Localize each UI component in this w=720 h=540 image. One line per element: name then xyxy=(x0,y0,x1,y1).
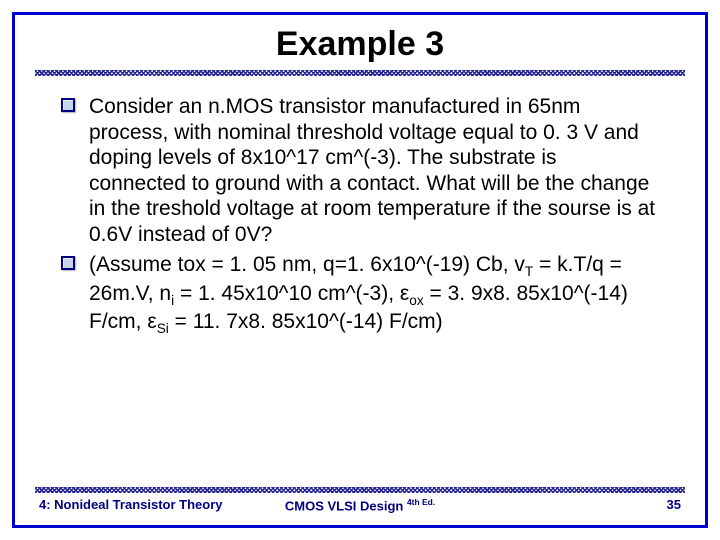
footer-chapter: 4: Nonideal Transistor Theory xyxy=(39,497,253,512)
slide-footer: 4: Nonideal Transistor Theory CMOS VLSI … xyxy=(35,487,685,513)
bullet-item: (Assume tox = 1. 05 nm, q=1. 6x10^(-19) … xyxy=(61,252,659,339)
slide-content: Consider an n.MOS transistor manufacture… xyxy=(15,76,705,350)
slide-title: Example 3 xyxy=(15,15,705,70)
footer-center-edition: 4th Ed. xyxy=(407,497,435,507)
footer-book-title: CMOS VLSI Design 4th Ed. xyxy=(253,497,467,513)
footer-row: 4: Nonideal Transistor Theory CMOS VLSI … xyxy=(35,497,685,513)
title-divider xyxy=(35,70,685,76)
slide-frame: Example 3 Consider an n.MOS transistor m… xyxy=(12,12,708,528)
bullet-text: (Assume tox = 1. 05 nm, q=1. 6x10^(-19) … xyxy=(89,252,659,339)
bullet-item: Consider an n.MOS transistor manufacture… xyxy=(61,94,659,248)
footer-page-number: 35 xyxy=(467,497,681,512)
bullet-marker-icon xyxy=(61,98,75,112)
footer-divider xyxy=(35,487,685,493)
bullet-marker-icon xyxy=(61,256,75,270)
footer-center-main: CMOS VLSI Design xyxy=(285,498,403,513)
bullet-text: Consider an n.MOS transistor manufacture… xyxy=(89,94,659,248)
